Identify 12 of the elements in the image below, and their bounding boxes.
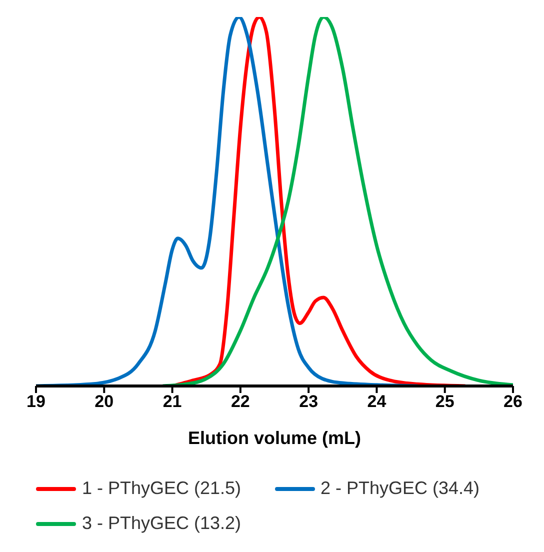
x-tick-label: 26	[504, 392, 522, 412]
legend-label: 1 - PThyGEC (21.5)	[82, 478, 242, 499]
x-tick-label: 22	[230, 392, 250, 412]
x-axis-title: Elution volume (mL)	[188, 428, 361, 448]
x-tick-label: 19	[26, 392, 46, 412]
x-tick-label: 24	[367, 392, 387, 412]
legend-label: 2 - PThyGEC (34.4)	[320, 478, 480, 499]
x-tick-label: 23	[299, 392, 318, 412]
x-tick-label: 25	[435, 392, 454, 412]
legend-label: 3 - PThyGEC (13.2)	[82, 513, 242, 534]
x-tick-label: 20	[94, 392, 114, 412]
x-tick-label: 21	[162, 392, 182, 412]
